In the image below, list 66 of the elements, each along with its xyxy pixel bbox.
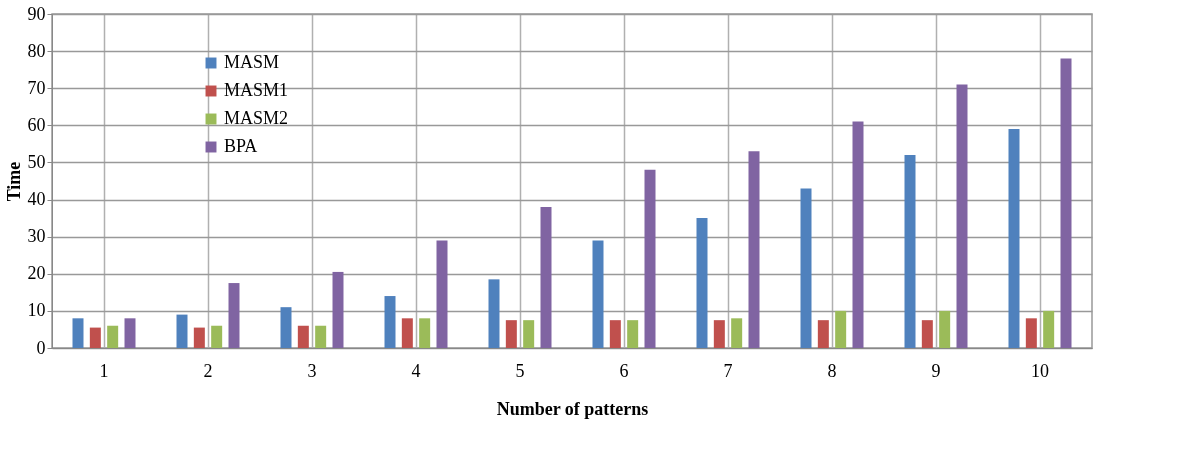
bar — [696, 218, 708, 348]
bar — [505, 320, 517, 348]
bar — [211, 325, 223, 348]
y-axis-title: Time — [3, 161, 24, 202]
x-axis-title: Number of patterns — [496, 398, 649, 419]
x-tick-label: 8 — [827, 360, 837, 381]
x-tick-label: 2 — [203, 360, 213, 381]
bar — [817, 320, 829, 348]
bar — [939, 310, 951, 348]
bar — [1008, 129, 1020, 348]
bar — [731, 318, 743, 348]
bar — [800, 188, 812, 348]
legend-label: BPA — [224, 136, 258, 156]
bar — [297, 325, 309, 348]
x-tick-label: 7 — [723, 360, 733, 381]
bar — [713, 320, 725, 348]
legend-label: MASM2 — [224, 108, 289, 128]
legend-label: MASM — [224, 52, 280, 72]
bar — [107, 325, 119, 348]
x-tick-label: 3 — [307, 360, 317, 381]
bar — [280, 307, 292, 348]
y-tick-label: 50 — [27, 151, 46, 172]
y-tick-label: 20 — [27, 263, 46, 284]
bar — [904, 155, 916, 348]
x-tick-label: 1 — [99, 360, 109, 381]
y-tick-label: 30 — [27, 226, 46, 247]
bar — [419, 318, 431, 348]
bar — [228, 283, 240, 348]
y-tick-label: 40 — [27, 189, 46, 210]
bar — [72, 318, 84, 348]
x-tick-label: 9 — [931, 360, 941, 381]
y-tick-label: 70 — [27, 77, 46, 98]
bar — [1060, 58, 1072, 348]
x-tick-label: 10 — [1031, 360, 1049, 381]
bar — [540, 206, 552, 348]
bar — [609, 320, 621, 348]
bar — [176, 314, 188, 348]
bar — [748, 151, 760, 348]
y-tick-label: 60 — [27, 114, 46, 135]
bar — [835, 310, 847, 348]
bar — [436, 240, 448, 348]
y-tick-label: 80 — [27, 40, 46, 61]
bar — [956, 84, 968, 348]
y-tick-label: 0 — [36, 337, 46, 358]
y-tick-label: 90 — [27, 3, 46, 24]
y-tick-label: 10 — [27, 300, 46, 321]
legend-label: MASM1 — [224, 80, 289, 100]
bar — [523, 320, 535, 348]
bar — [315, 325, 327, 348]
bar — [401, 318, 413, 348]
x-tick-label: 6 — [619, 360, 629, 381]
bar — [488, 279, 500, 348]
bar — [921, 320, 933, 348]
bar — [1025, 318, 1037, 348]
bar — [644, 169, 656, 348]
bar — [592, 240, 604, 348]
x-tick-label: 4 — [411, 360, 421, 381]
bar — [89, 327, 101, 348]
bar — [627, 320, 639, 348]
bar — [124, 318, 136, 348]
bar — [193, 327, 205, 348]
bar — [852, 121, 864, 348]
x-tick-label: 5 — [515, 360, 525, 381]
bar — [384, 296, 396, 348]
bar — [332, 271, 344, 348]
bar — [1043, 310, 1055, 348]
